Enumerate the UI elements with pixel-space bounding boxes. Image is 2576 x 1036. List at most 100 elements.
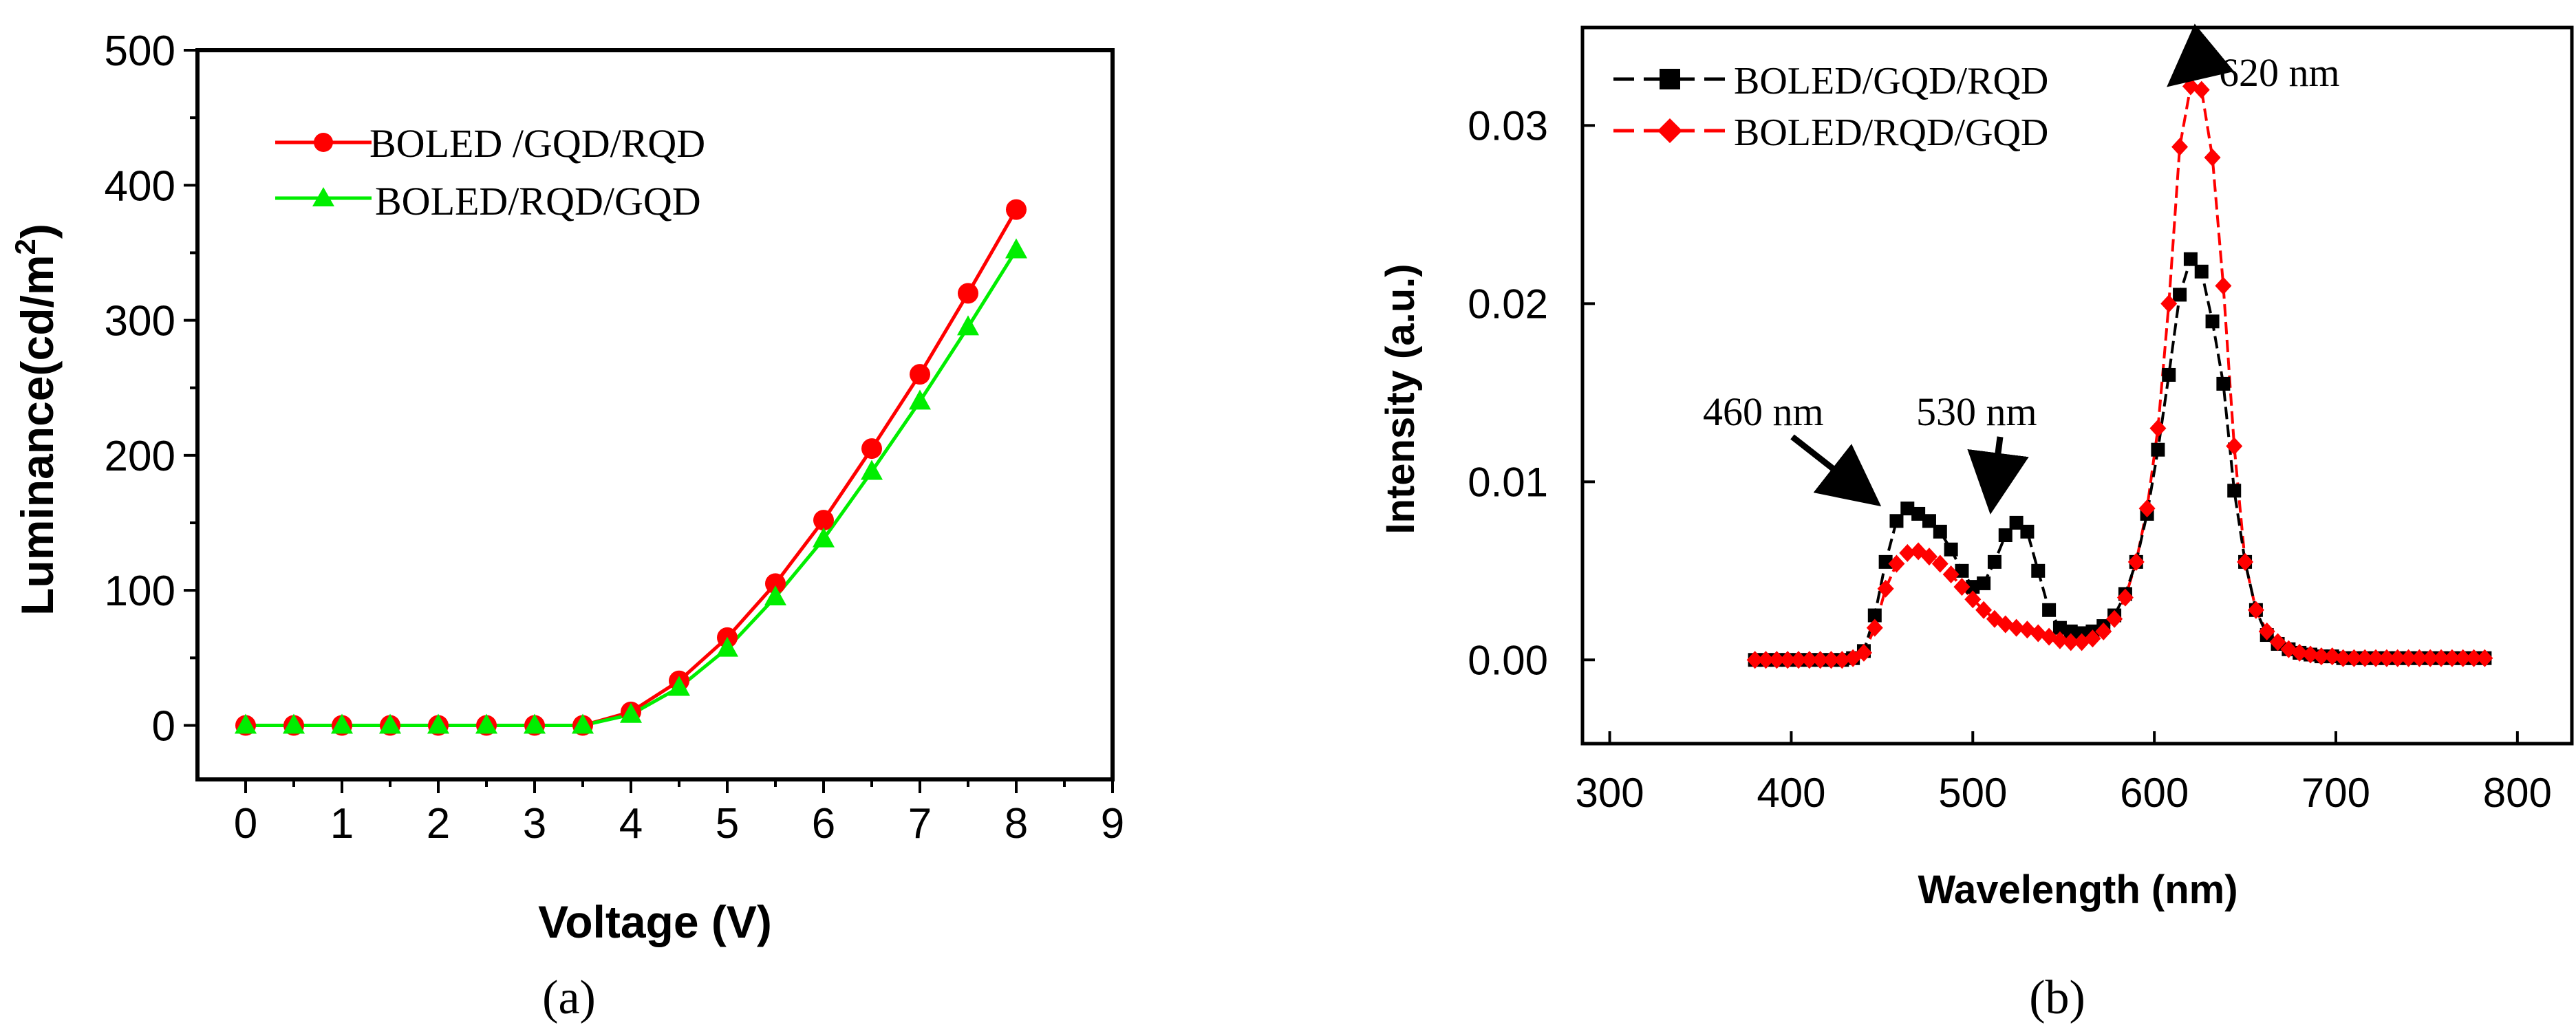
- panel-b-series-2-line: [1754, 84, 2485, 662]
- panel-b-series-2-point: [2149, 419, 2167, 438]
- panel-b-series-2-point: [2400, 649, 2417, 667]
- panel-b-series-2-point: [2422, 649, 2439, 667]
- panel-b-series-2-point: [2258, 622, 2275, 640]
- panel-b-series-1-point: [2205, 314, 2220, 329]
- panel-b-series-2-point: [2204, 149, 2221, 167]
- panel-b-series-2-point: [2138, 499, 2156, 518]
- panel-a-plot-frame: [195, 48, 1115, 781]
- panel-a-series-2-point: [1005, 238, 1027, 259]
- panel-a-y-tick-label: 100: [105, 568, 175, 615]
- panel-b-series-1-point: [2162, 367, 2176, 382]
- panel-b-series-2-point: [2291, 643, 2308, 662]
- panel-b-series-2-point: [1866, 618, 1883, 637]
- panel-b-x-tick-label: 400: [1757, 770, 1825, 816]
- panel-b-series-2-point: [1920, 548, 1938, 566]
- panel-b-chart: 300 400 500 600 700 800 0.00 0.01 0.02 0.03 BOLED…: [1378, 23, 2574, 1024]
- panel-a-y-tick-label: 400: [105, 162, 175, 210]
- panel-b-series-markers: [1746, 77, 2493, 669]
- panel-a-series-1-point: [958, 283, 978, 304]
- panel-a-x-tick-label: 2: [427, 800, 450, 848]
- panel-b-series-2-point: [1975, 601, 1993, 619]
- panel-a-series-2-point: [620, 702, 642, 723]
- panel-b-series-1-point: [2216, 376, 2231, 391]
- panel-a-series-1-point: [1006, 199, 1027, 220]
- panel-b-series-1-point: [1977, 576, 1991, 590]
- panel-b-series-1-point: [2227, 484, 2242, 498]
- panel-b-x-axis-label: Wavelength (nm): [1918, 867, 2237, 912]
- annotation-620nm-arrow: [2167, 23, 2235, 87]
- panel-a-x-tick-label: 7: [908, 800, 932, 848]
- panel-b-ticks: [1582, 124, 2519, 744]
- panel-a-x-tick-label: 0: [234, 800, 257, 848]
- panel-b-series-2-point: [2389, 649, 2406, 667]
- panel-a-x-tick-label: 1: [330, 800, 354, 848]
- panel-b-y-tick-label: 0.01: [1468, 459, 1548, 505]
- panel-b-x-tick-label: 800: [2483, 770, 2552, 816]
- panel-b-annotations: 460 nm 530 nm 620 nm: [1703, 23, 2340, 515]
- panel-a-y-tick-label: 0: [152, 702, 175, 750]
- panel-b-series-1-point: [1867, 608, 1882, 623]
- panel-a-series-2-point: [957, 315, 979, 336]
- panel-b-series-1-point: [1987, 554, 2001, 569]
- panel-b-series-2-point: [2346, 649, 2363, 667]
- panel-b-y-tick-label: 0.00: [1468, 637, 1548, 683]
- panel-b-series-2-point: [2269, 633, 2286, 651]
- panel-b-series-2-point: [1855, 643, 1872, 662]
- panel-a-series-2-point: [572, 713, 594, 734]
- panel-b-series-1-point: [2052, 620, 2067, 635]
- panel-a-series-lines: [246, 208, 1018, 727]
- panel-a-y-tick-label: 500: [105, 28, 175, 75]
- panel-b-series-2-point: [2378, 649, 2395, 667]
- panel-b-series-2-point: [1888, 554, 1905, 573]
- panel-b-series-2-point: [2312, 647, 2330, 666]
- panel-b-series-1-point: [1889, 514, 1904, 528]
- panel-b-series-2-point: [2084, 629, 2101, 648]
- panel-b-series-2-point: [2334, 649, 2352, 667]
- panel-a-ticks: [184, 49, 1114, 793]
- panel-a-series-2-point: [475, 713, 497, 734]
- panel-b-series-2-point: [1823, 651, 1840, 669]
- panel-b-series-2-point: [2160, 294, 2178, 313]
- panel-a-series-2-line: [246, 249, 1018, 727]
- panel-a-x-tick-label: 8: [1005, 800, 1028, 848]
- panel-a-legend: BOLED /GQD/RQD BOLED/RQD/GQD: [275, 121, 705, 224]
- panel-b-series-1-point: [1922, 514, 1936, 528]
- panel-a-series-2-point: [427, 713, 449, 734]
- panel-b-series-2-point: [2008, 618, 2025, 637]
- legend-a-green-triangle-marker: [312, 187, 334, 206]
- panel-b-series-1-point: [2183, 252, 2198, 266]
- panel-a-series-2-point: [283, 713, 305, 734]
- annotation-460nm-arrow: [1790, 434, 1882, 507]
- panel-a-caption: (a): [542, 971, 596, 1024]
- panel-b-series-2-point: [1942, 565, 1960, 583]
- panel-b-series-2-point: [2368, 649, 2385, 667]
- panel-b-series-2-point: [1953, 578, 1971, 596]
- panel-b-series-1-point: [1966, 580, 1980, 594]
- legend-b-series-2-label: BOLED/RQD/GQD: [1734, 111, 2048, 154]
- panel-a-series-2-point: [861, 460, 883, 480]
- panel-b-series-1-point: [2173, 288, 2187, 302]
- panel-b-series-1-point: [1998, 528, 2012, 543]
- panel-a-x-axis-label: Voltage (V): [538, 896, 772, 947]
- panel-b-series-1-point: [2151, 442, 2165, 457]
- panel-b-series-2-point: [2323, 647, 2341, 666]
- panel-b-series-2-point: [2116, 588, 2134, 607]
- panel-a-y-tick-label: 200: [105, 433, 175, 480]
- legend-b-red-diamond-marker: [1657, 118, 1682, 143]
- panel-b-series-2-point: [2062, 633, 2079, 651]
- panel-a-series-1-point: [813, 510, 834, 531]
- panel-b-series-1-point: [1944, 542, 1958, 557]
- panel-b-series-2-point: [1790, 651, 1807, 669]
- panel-b-series-1-line: [1754, 256, 2485, 662]
- panel-a-tick-labels: 0 1 2 3 4 5 6 7 8 9 0 100 200 300 400 500: [105, 28, 1125, 848]
- panel-b-series-2-point: [2433, 649, 2450, 667]
- panel-a-series-1-point: [765, 573, 786, 594]
- panel-b-series-2-point: [2247, 601, 2264, 619]
- panel-b-series-2-point: [1877, 579, 1894, 598]
- panel-b-series-lines: [1754, 84, 2485, 662]
- panel-b-series-1-point: [1900, 501, 1915, 516]
- panel-b-series-2-point: [1964, 590, 1982, 609]
- panel-b-series-2-point: [2237, 552, 2254, 571]
- panel-b-series-2-point: [2443, 649, 2460, 667]
